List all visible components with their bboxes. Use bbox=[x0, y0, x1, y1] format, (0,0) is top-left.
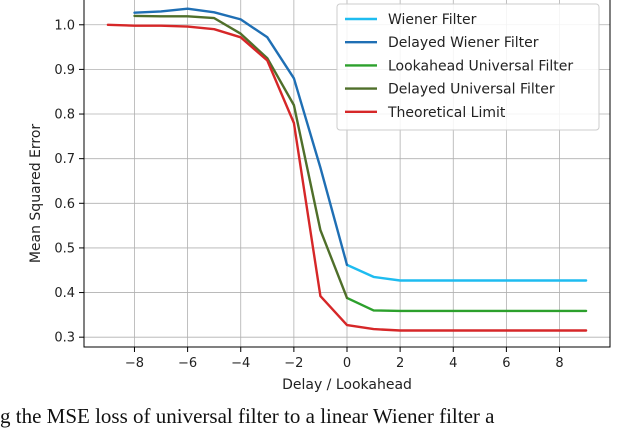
y-tick-label: 0.7 bbox=[54, 152, 75, 167]
x-tick-label: 2 bbox=[396, 356, 404, 371]
mse-chart: −8 −6 −4 −2 0 2 4 6 8 0.3 0.4 0.5 0.6 0.7 0.8 0.9 1.0 D… bbox=[28, 0, 611, 393]
legend: Wiener Filter Delayed Wiener Filter Lookah… bbox=[336, 3, 600, 131]
series-group bbox=[106, 7, 588, 332]
x-tick-label: 8 bbox=[555, 356, 563, 371]
y-tick-label: 0.6 bbox=[54, 197, 75, 212]
x-tick-label: 0 bbox=[343, 356, 351, 371]
y-tick-label: 0.3 bbox=[54, 331, 75, 346]
series-line-1 bbox=[133, 7, 349, 267]
legend-label: Delayed Universal Filter bbox=[388, 82, 555, 98]
x-tick-label: 6 bbox=[502, 356, 510, 371]
series-line-3 bbox=[133, 14, 349, 300]
y-tick-label: 0.8 bbox=[54, 108, 75, 123]
x-tick-label: −2 bbox=[284, 356, 303, 371]
x-tick-label: 4 bbox=[449, 356, 457, 371]
legend-label: Theoretical Limit bbox=[387, 105, 506, 121]
y-tick-label: 0.9 bbox=[54, 63, 75, 78]
series-line-2 bbox=[345, 296, 588, 313]
series-line-4 bbox=[106, 23, 588, 332]
figure-caption: g the MSE loss of universal filter to a … bbox=[0, 404, 495, 428]
x-axis-ticks: −8 −6 −4 −2 0 2 4 6 8 bbox=[125, 347, 564, 371]
y-tick-label: 0.5 bbox=[54, 241, 75, 256]
legend-label: Wiener Filter bbox=[388, 12, 477, 28]
x-tick-label: −6 bbox=[178, 356, 197, 371]
x-tick-label: −4 bbox=[231, 356, 250, 371]
y-tick-label: 0.4 bbox=[54, 286, 75, 301]
y-tick-label: 1.0 bbox=[54, 18, 75, 33]
legend-label: Lookahead Universal Filter bbox=[388, 58, 573, 74]
legend-box bbox=[336, 3, 600, 131]
x-axis-title: Delay / Lookahead bbox=[282, 377, 412, 393]
x-tick-label: −8 bbox=[125, 356, 144, 371]
series-line-0 bbox=[345, 263, 588, 282]
y-axis-title: Mean Squared Error bbox=[28, 124, 44, 264]
legend-label: Delayed Wiener Filter bbox=[388, 35, 539, 51]
y-axis-ticks: 0.3 0.4 0.5 0.6 0.7 0.8 0.9 1.0 bbox=[54, 18, 84, 346]
